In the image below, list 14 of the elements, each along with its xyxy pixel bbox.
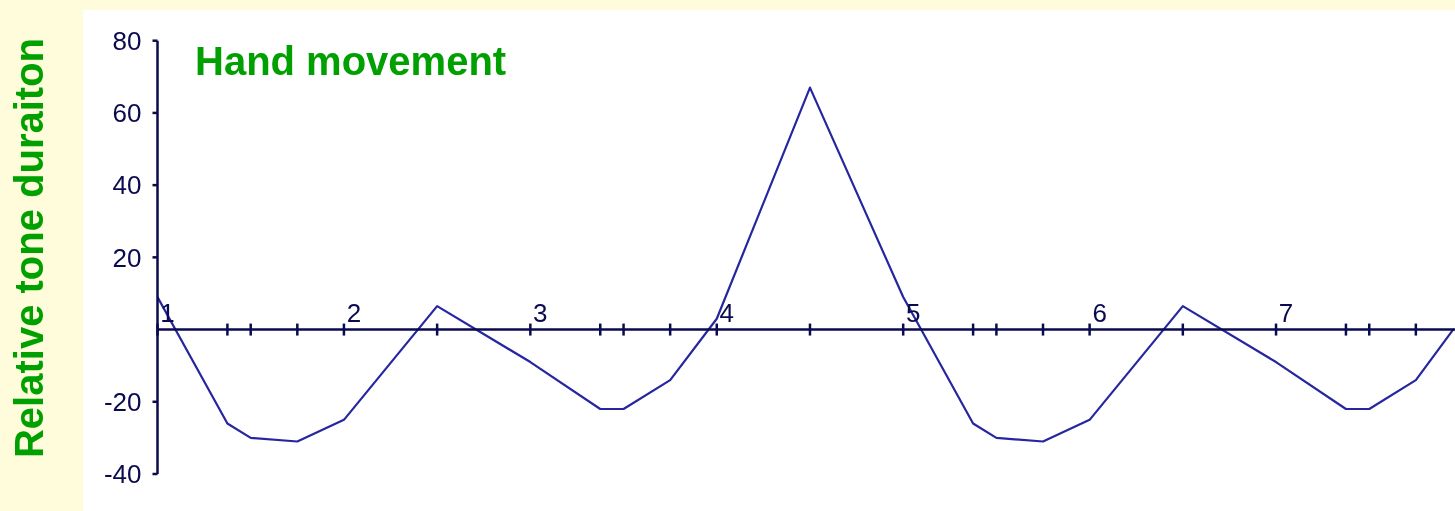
line-series [157,86,1455,443]
y-axis-title: Relative tone duraiton [7,37,51,459]
x-tick-label: 3 [533,297,548,328]
y-tick-label: 60 [112,98,142,129]
y-tick-label: 80 [112,25,142,56]
x-tick-label: 4 [719,297,734,328]
y-tick-label: -20 [103,387,142,418]
y-tick-label: 40 [112,170,142,201]
chart-title: Hand movement [195,39,507,83]
x-tick-label: 6 [1092,297,1107,328]
x-tick-label: 7 [1278,297,1294,328]
y-tick-label: -40 [103,459,142,490]
y-tick-label: 20 [112,242,142,273]
x-tick-label: 2 [346,297,362,328]
